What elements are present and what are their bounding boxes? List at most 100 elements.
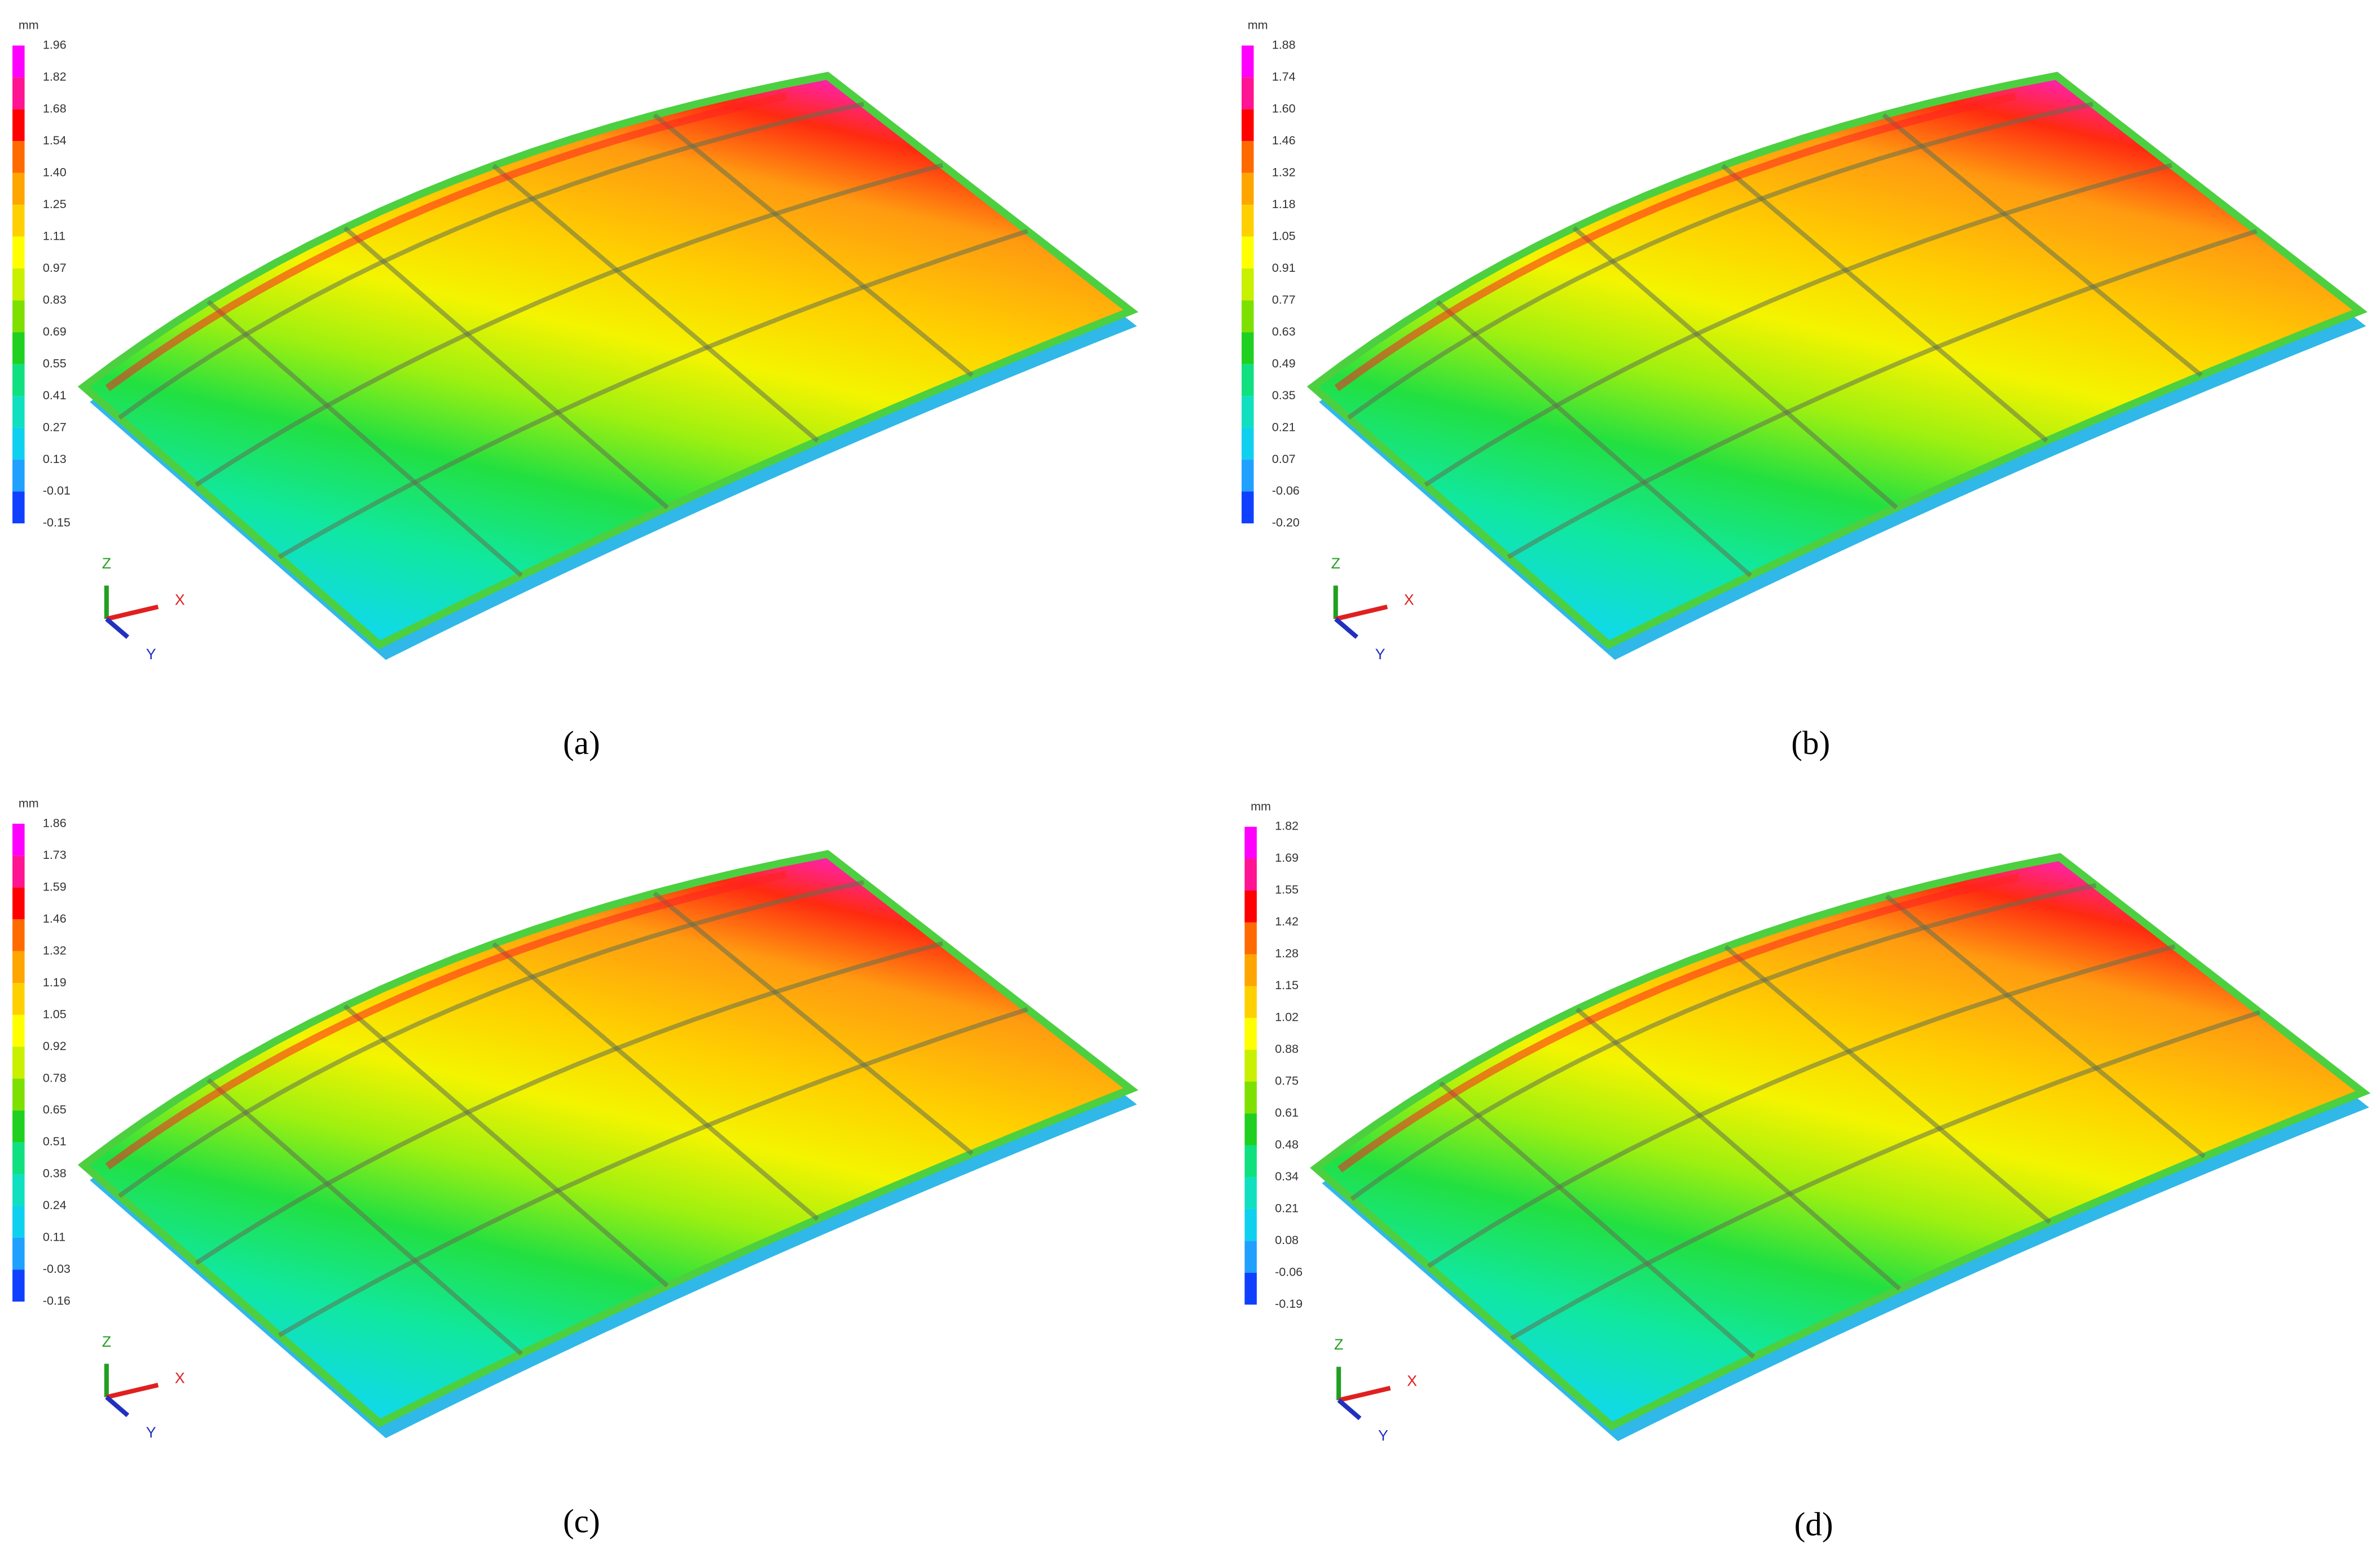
legend-band <box>12 141 25 173</box>
legend-label: 0.97 <box>43 261 67 275</box>
legend-band <box>12 109 25 142</box>
axis-label: X <box>175 591 185 608</box>
edge-stripe <box>1338 874 2020 1173</box>
legend-label: 0.08 <box>1275 1233 1299 1247</box>
legend-label: 1.54 <box>43 134 67 147</box>
legend-band <box>12 1174 25 1206</box>
legend-label: 0.13 <box>43 452 67 466</box>
legend-label: 0.91 <box>1272 261 1296 275</box>
legend-band <box>1244 922 1257 955</box>
legend-label: 1.82 <box>1275 819 1299 833</box>
caption: (b) <box>1791 724 1830 761</box>
legend-label: 1.96 <box>43 38 67 51</box>
rib <box>1438 1081 1756 1359</box>
legend-band <box>1241 332 1254 364</box>
rib <box>1347 102 2093 420</box>
axis-label: X <box>175 1369 185 1386</box>
legend-label: 1.59 <box>43 880 67 893</box>
legend-label: 0.48 <box>1275 1138 1299 1152</box>
legend-label: 1.55 <box>1275 883 1299 897</box>
legend-band <box>1241 109 1254 142</box>
legend-band <box>1244 986 1257 1018</box>
axis-label: Z <box>102 555 111 572</box>
legend-label: 1.32 <box>43 943 67 957</box>
rib <box>653 891 974 1156</box>
legend-label: 0.35 <box>1272 389 1296 402</box>
legend-label: -0.06 <box>1275 1265 1303 1279</box>
legend-label: -0.20 <box>1272 516 1300 530</box>
legend-label: 1.11 <box>43 229 65 242</box>
legend-band <box>12 919 25 951</box>
rib <box>118 880 865 1198</box>
caption: (c) <box>563 1502 600 1540</box>
rib <box>1882 113 2203 377</box>
legend-band <box>12 77 25 109</box>
legend-band <box>1244 858 1257 891</box>
edge-stripe <box>105 870 788 1170</box>
legend-band <box>1244 1177 1257 1209</box>
axis-x <box>105 605 159 621</box>
legend-band <box>1241 45 1254 78</box>
legend-label: 0.77 <box>1272 293 1296 306</box>
rib <box>492 164 819 443</box>
legend-band <box>12 396 25 428</box>
axis-triad: Z X Y <box>102 1333 185 1441</box>
legend-label: 0.21 <box>1272 420 1296 434</box>
legend-band <box>1244 1241 1257 1273</box>
legend-band <box>1244 1081 1257 1114</box>
axis-label: X <box>1407 1373 1417 1390</box>
legend-band <box>1244 954 1257 986</box>
legend-band <box>12 887 25 920</box>
axis-label: Y <box>1375 646 1385 663</box>
legend-band <box>12 427 25 460</box>
caption: (d) <box>1794 1505 1833 1542</box>
legend-label: 0.92 <box>43 1039 67 1053</box>
legend-label: 0.75 <box>1275 1074 1299 1088</box>
rib <box>1721 164 2048 443</box>
rib <box>1724 945 2052 1224</box>
legend-band <box>12 268 25 301</box>
legend-label: 0.21 <box>1275 1202 1299 1215</box>
legend-band <box>12 1206 25 1238</box>
legend-band <box>1244 1145 1257 1178</box>
legend-label: 1.05 <box>43 1007 67 1021</box>
legend-label: 1.88 <box>1272 38 1296 51</box>
legend-label: -0.15 <box>43 516 71 530</box>
legend-unit: mm <box>1248 18 1268 32</box>
slab-surface <box>1310 853 2371 1431</box>
legend-band <box>12 1015 25 1047</box>
legend-label: 0.65 <box>43 1103 67 1117</box>
legend-band <box>1241 141 1254 173</box>
rib <box>653 113 974 377</box>
axis-label: Z <box>1334 1336 1343 1353</box>
legend-label: 0.11 <box>43 1231 65 1244</box>
legend-band <box>12 823 25 856</box>
axis-label: Z <box>102 1333 111 1350</box>
axis-triad: Z X Y <box>1334 1336 1417 1444</box>
rib <box>492 942 819 1221</box>
legend-band <box>1241 427 1254 460</box>
axis-label: X <box>1404 591 1414 608</box>
legend-band <box>12 856 25 888</box>
legend-label: 1.46 <box>1272 134 1296 147</box>
rib <box>1510 1010 2261 1340</box>
axis-triad: Z X Y <box>102 555 185 663</box>
axis-label: Z <box>1331 555 1340 572</box>
legend-label: 0.61 <box>1275 1106 1299 1119</box>
panel: mm 1.96 1.82 1.68 1.54 1.40 1.25 1.11 0.97 0.83 0.… <box>12 18 1139 761</box>
legend-band <box>12 205 25 237</box>
legend-label: 1.18 <box>1272 197 1296 211</box>
legend-band <box>1241 396 1254 428</box>
axis-y <box>105 617 130 639</box>
panel: mm 1.86 1.73 1.59 1.46 1.32 1.19 1.05 0.92 0.78 0.… <box>12 796 1139 1540</box>
legend-label: 0.38 <box>43 1167 67 1180</box>
legend-band <box>12 983 25 1015</box>
legend-label: 0.51 <box>43 1135 67 1148</box>
caption: (a) <box>563 724 600 761</box>
legend-unit: mm <box>19 796 39 810</box>
legend-label: 1.69 <box>1275 851 1299 865</box>
rib <box>1436 299 1752 577</box>
legend-band <box>12 951 25 984</box>
legend-label: -0.06 <box>1272 484 1300 497</box>
